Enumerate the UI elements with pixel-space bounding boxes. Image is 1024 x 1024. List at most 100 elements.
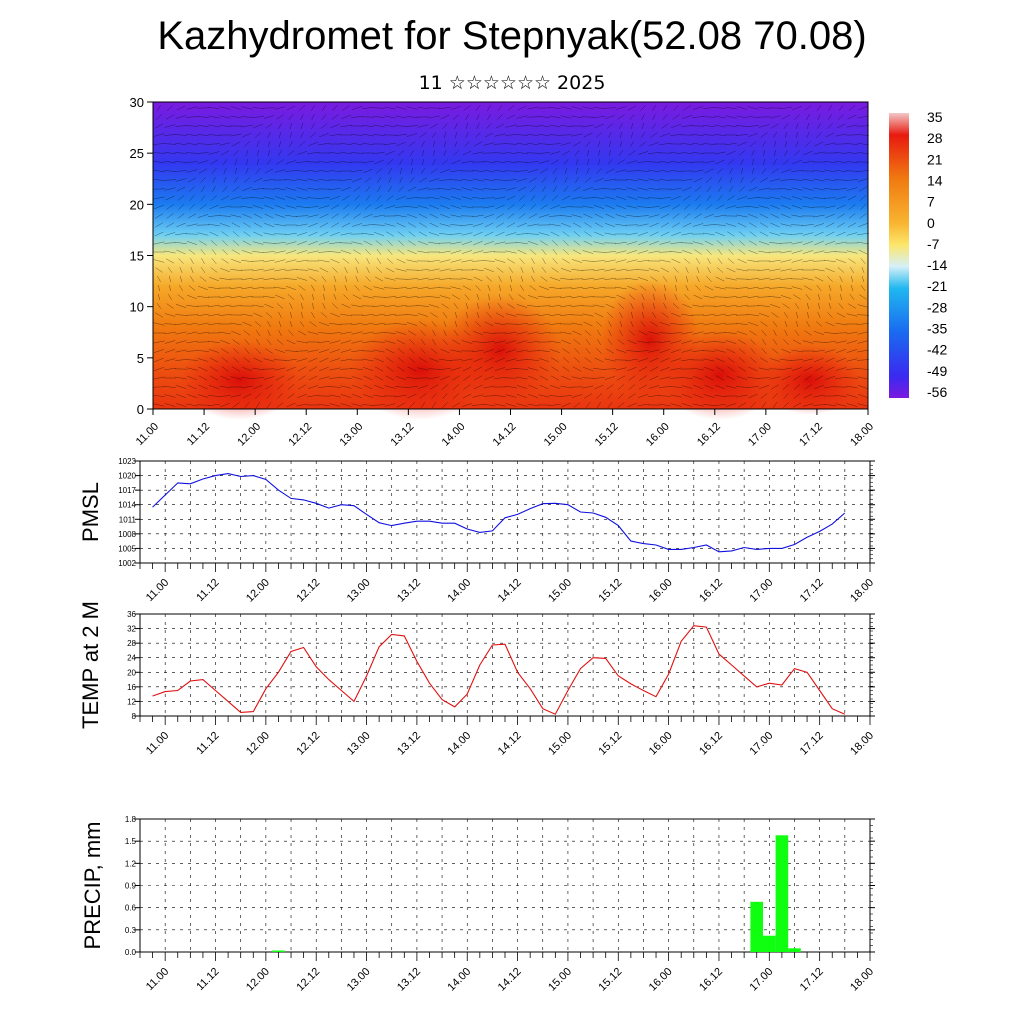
wind-barb: [791, 349, 803, 353]
wind-barb: [783, 402, 789, 408]
wind-barb: [289, 140, 293, 148]
wind-barb: [681, 151, 693, 155]
wind-barb: [295, 269, 309, 271]
wind-barb: [395, 115, 407, 119]
wind-barb: [626, 196, 638, 200]
wind-barb: [749, 222, 757, 228]
wind-barb: [158, 284, 160, 292]
wind-barb: [714, 133, 726, 137]
wind-barb: [164, 160, 176, 164]
wind-barb: [560, 125, 572, 127]
wind-barb: [661, 312, 669, 318]
wind-barb: [835, 340, 847, 344]
wind-barb: [626, 250, 638, 254]
wind-barb: [287, 384, 295, 390]
wind-barb: [476, 293, 480, 301]
wind-barb: [440, 114, 450, 120]
wind-barb: [342, 195, 350, 201]
wind-barb: [442, 312, 448, 318]
wind-barb: [352, 393, 362, 399]
wind-barb: [531, 267, 535, 273]
series-line: [152, 625, 846, 715]
wind-barb: [593, 241, 605, 245]
wind-barb: [637, 403, 649, 407]
panel-xtick-label: 12.12: [294, 577, 322, 605]
wind-barb: [849, 266, 855, 274]
wind-barb: [638, 240, 648, 246]
wind-barb: [728, 249, 734, 255]
wind-barb: [164, 349, 176, 353]
wind-barb: [659, 196, 671, 200]
wind-barb: [615, 223, 627, 227]
wind-barb: [531, 257, 535, 265]
wind-barb: [630, 131, 634, 139]
wind-barb: [232, 186, 240, 192]
wind-barb: [857, 403, 869, 407]
wind-barb: [649, 222, 659, 228]
wind-barb: [794, 114, 800, 120]
wind-barb: [167, 105, 173, 111]
wind-barb: [530, 276, 536, 282]
wind-barb: [231, 259, 241, 263]
wind-barb: [791, 286, 803, 290]
wind-barb: [495, 204, 505, 210]
wind-barb: [571, 115, 583, 119]
wind-barb: [714, 394, 726, 398]
wind-barb: [793, 375, 801, 381]
wind-barb: [307, 178, 319, 182]
wind-barb: [433, 140, 435, 148]
wind-barb: [473, 141, 483, 147]
wind-barb: [681, 313, 693, 317]
wind-barb: [715, 276, 725, 282]
wind-barb: [716, 168, 724, 174]
wind-barb: [465, 113, 469, 121]
wind-barb: [384, 304, 396, 308]
wind-barb: [277, 149, 283, 157]
panel-ylabel: TEMP at 2 M: [78, 601, 103, 729]
wind-barb: [405, 305, 419, 307]
wind-barb: [406, 196, 418, 200]
wind-barb: [703, 295, 715, 299]
wind-barb: [386, 159, 394, 165]
wind-barb: [571, 259, 583, 263]
panel-xtick-label: 14.00: [445, 577, 473, 605]
wind-barb: [178, 204, 184, 210]
wind-barb: [241, 385, 253, 389]
wind-barb: [505, 358, 517, 362]
wind-barb: [736, 394, 748, 398]
wind-barb: [443, 321, 447, 327]
wind-barb: [197, 322, 209, 326]
wind-barb: [373, 133, 385, 137]
wind-barb: [341, 114, 351, 120]
wind-barb: [571, 295, 583, 299]
wind-barb: [837, 222, 845, 228]
wind-barb: [845, 377, 859, 379]
wind-barb: [383, 287, 397, 289]
wind-barb: [846, 368, 858, 370]
wind-barb: [252, 277, 264, 281]
wind-barb: [472, 404, 484, 406]
wind-barb: [538, 394, 550, 398]
wind-barb: [273, 278, 287, 280]
wind-barb: [153, 152, 165, 154]
wind-barb: [386, 366, 394, 372]
wind-barb: [812, 341, 826, 343]
wind-barb: [450, 205, 462, 209]
wind-barb: [628, 393, 636, 399]
wind-barb: [396, 258, 406, 264]
wind-barb: [704, 375, 714, 381]
wind-barb: [615, 196, 627, 200]
wind-barb: [642, 302, 644, 310]
wind-barb: [307, 187, 319, 191]
wind-barb: [287, 393, 295, 399]
wind-barb: [395, 125, 407, 127]
precip-panel: 0.00.30.60.91.21.51.811.00 11.12 12.00 12.1…: [80, 815, 876, 994]
wind-barb: [309, 276, 317, 282]
wind-barb: [505, 187, 517, 191]
wind-barb: [407, 330, 417, 336]
wind-barb: [176, 105, 186, 111]
wind-barb: [307, 394, 319, 398]
wind-barb: [318, 178, 330, 182]
wind-barb: [496, 222, 504, 228]
